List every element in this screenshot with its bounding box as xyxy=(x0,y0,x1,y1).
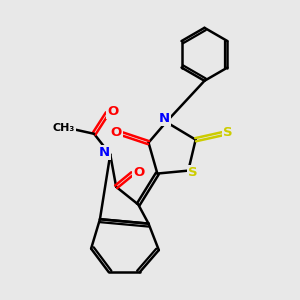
Text: N: N xyxy=(159,112,170,125)
Text: O: O xyxy=(107,105,118,118)
Text: S: S xyxy=(188,166,197,178)
Text: O: O xyxy=(133,166,144,178)
Text: N: N xyxy=(99,146,110,159)
Text: S: S xyxy=(223,126,232,139)
Text: O: O xyxy=(110,126,122,139)
Text: CH₃: CH₃ xyxy=(53,123,75,133)
